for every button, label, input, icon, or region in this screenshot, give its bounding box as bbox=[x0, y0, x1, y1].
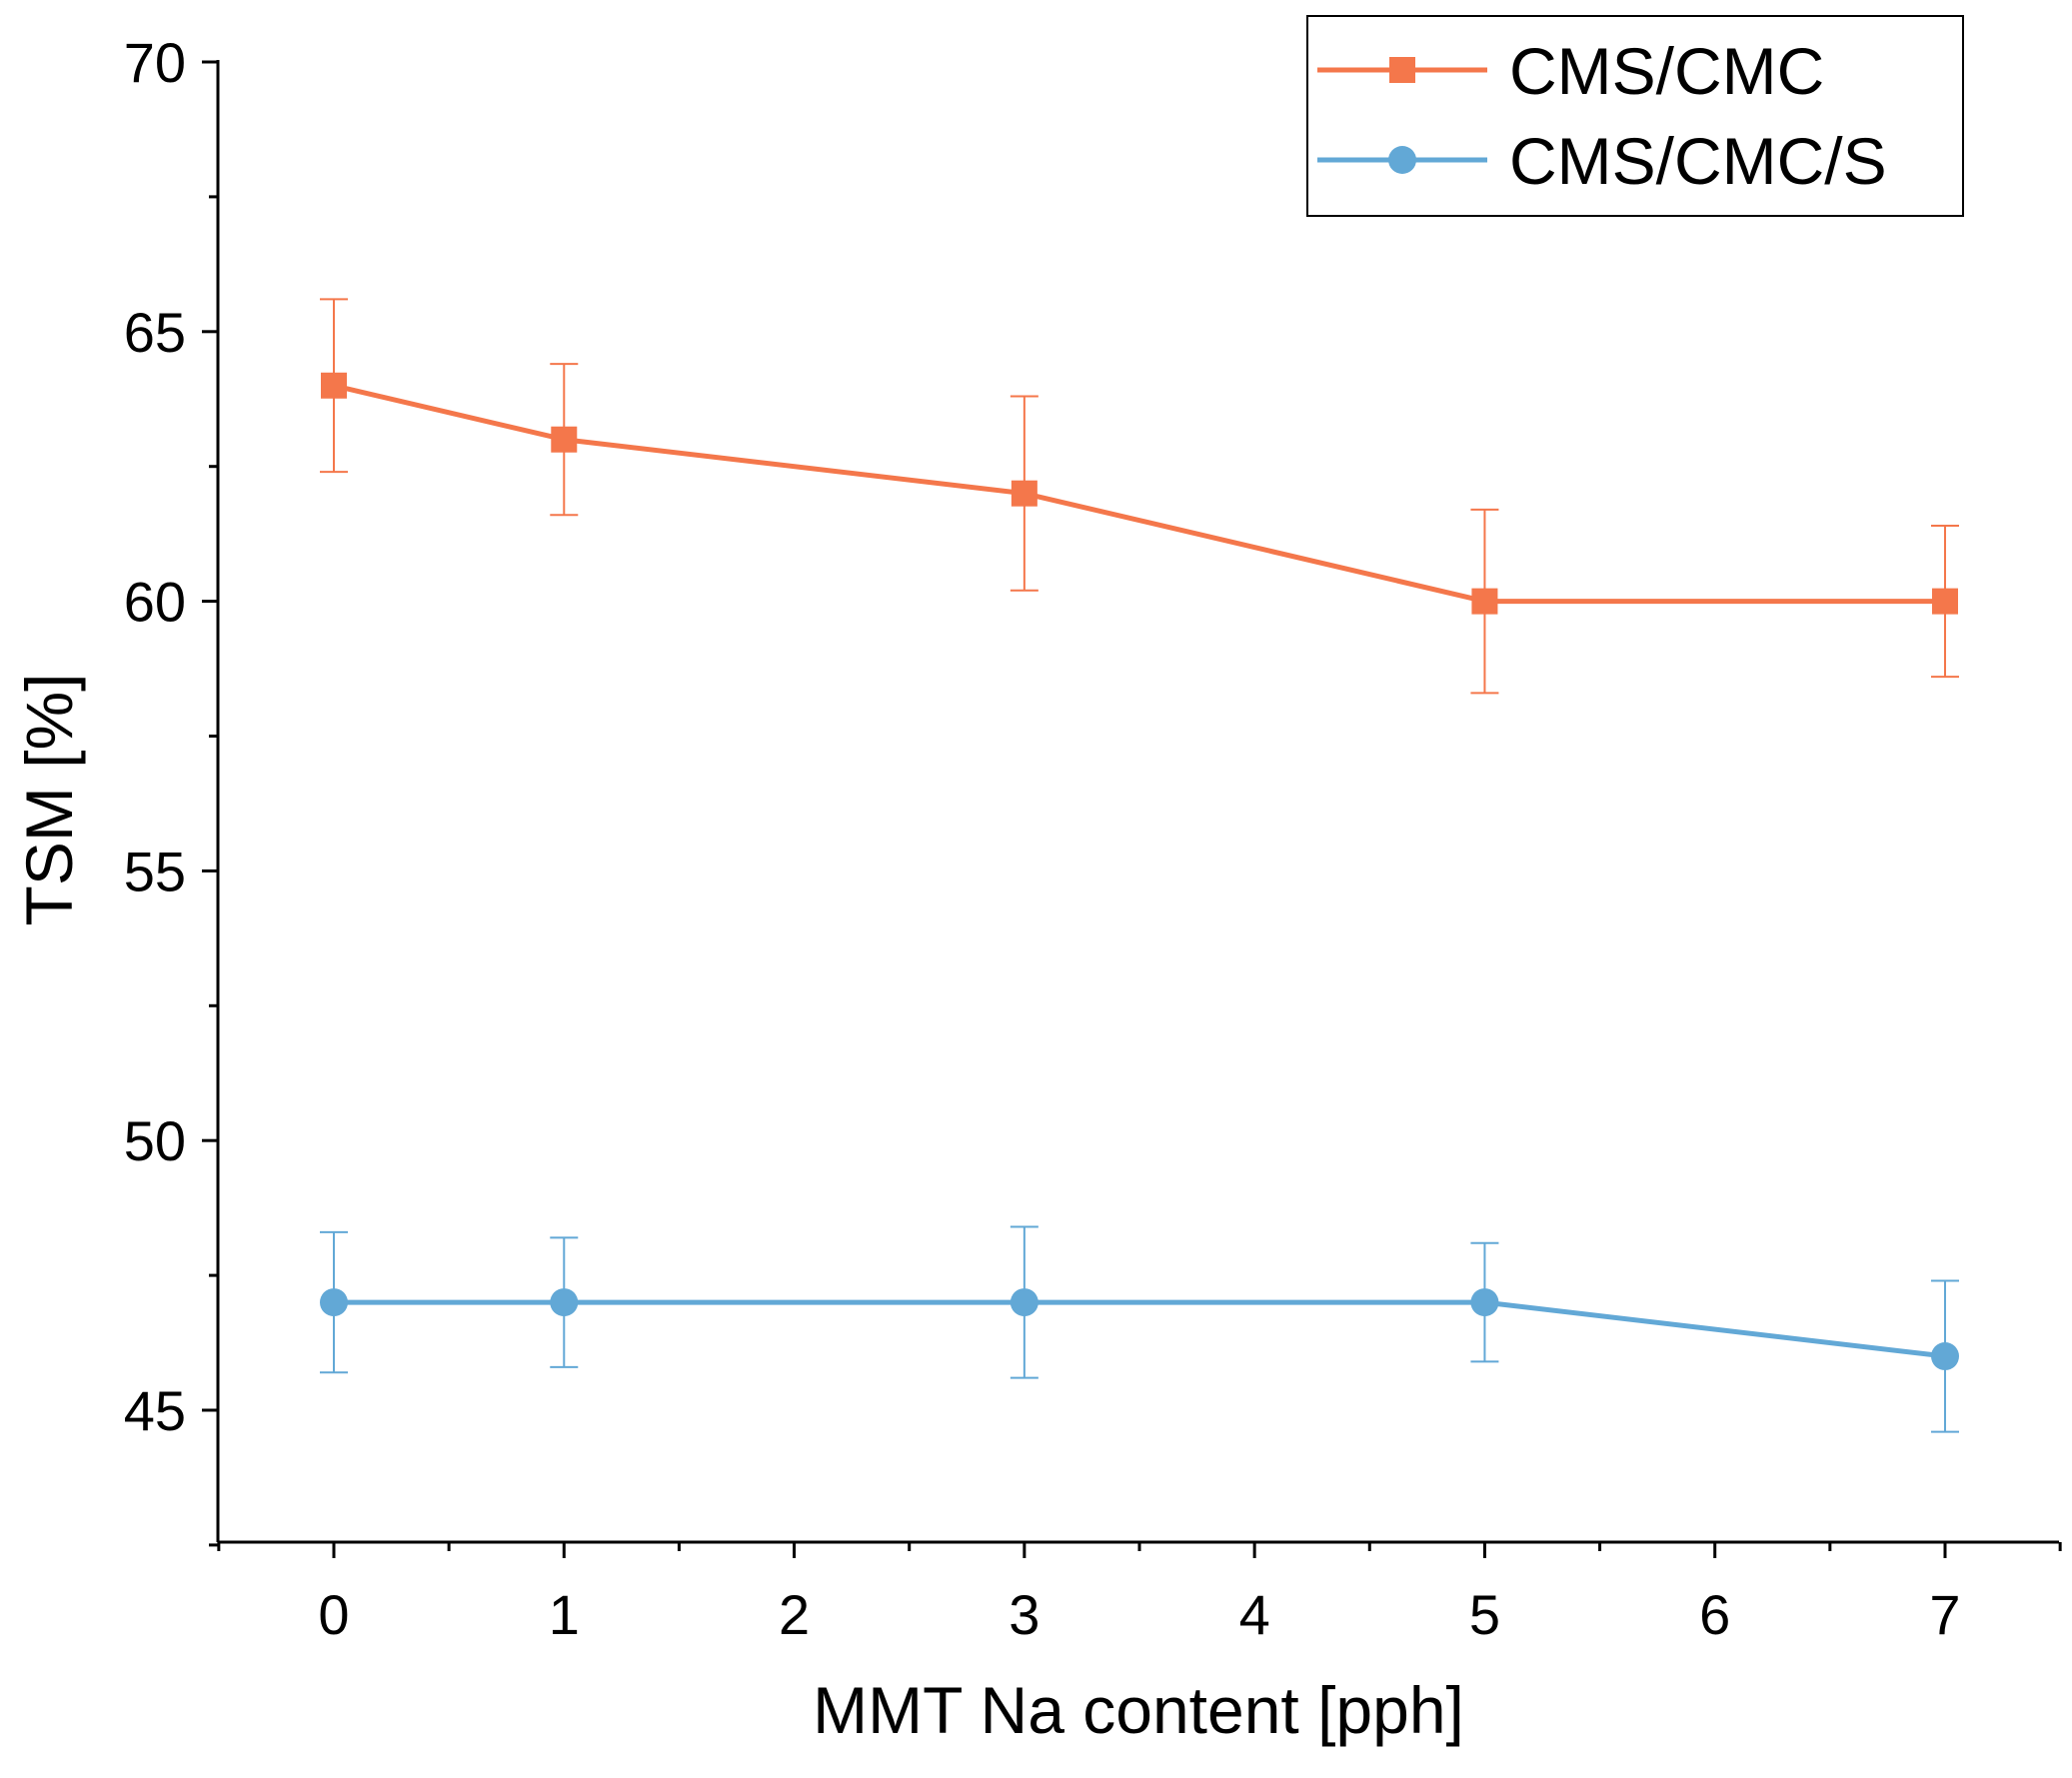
series-cms-cmc-s bbox=[320, 1225, 1959, 1433]
series-cms-cmc bbox=[320, 298, 1959, 695]
data-point bbox=[1471, 588, 1498, 615]
y-tick-label: 50 bbox=[124, 1109, 186, 1172]
y-tick-label: 55 bbox=[124, 840, 186, 902]
y-tick-label: 45 bbox=[124, 1379, 186, 1442]
series-line bbox=[334, 1299, 1946, 1359]
data-point bbox=[1011, 480, 1037, 507]
data-point bbox=[321, 372, 347, 399]
legend-swatch-marker bbox=[1388, 146, 1416, 174]
data-point bbox=[1932, 588, 1958, 615]
data-point bbox=[1470, 1288, 1499, 1317]
y-tick-label: 70 bbox=[124, 31, 186, 94]
legend-item: CMS/CMC bbox=[1317, 34, 1824, 108]
x-tick-label: 7 bbox=[1929, 1583, 1960, 1646]
x-axis-title: MMT Na content [pph] bbox=[813, 1673, 1464, 1747]
y-tick-label: 65 bbox=[124, 301, 186, 364]
x-tick-label: 4 bbox=[1239, 1583, 1270, 1646]
data-point bbox=[320, 1288, 348, 1317]
x-tick-label: 6 bbox=[1699, 1583, 1730, 1646]
axes bbox=[216, 60, 2059, 1544]
legend-item: CMS/CMC/S bbox=[1317, 124, 1887, 198]
x-tick-label: 3 bbox=[1009, 1583, 1039, 1646]
data-point bbox=[1010, 1288, 1038, 1317]
x-tick-label: 1 bbox=[549, 1583, 580, 1646]
legend: CMS/CMC CMS/CMC/S bbox=[1306, 15, 1964, 217]
x-tick-label: 5 bbox=[1469, 1583, 1500, 1646]
data-point bbox=[550, 1288, 579, 1317]
data-point bbox=[1931, 1342, 1959, 1371]
series bbox=[320, 298, 1959, 1433]
x-tick-label: 2 bbox=[779, 1583, 810, 1646]
data-point bbox=[551, 426, 578, 453]
x-tick-label: 0 bbox=[318, 1583, 349, 1646]
legend-box bbox=[1306, 15, 1964, 217]
y-tick-label: 60 bbox=[124, 571, 186, 634]
series-line bbox=[333, 383, 1945, 605]
y-axis-title: TSM [%] bbox=[12, 673, 86, 925]
legend-label: CMS/CMC/S bbox=[1509, 124, 1887, 198]
legend-label: CMS/CMC bbox=[1509, 34, 1824, 108]
legend-swatch-marker bbox=[1389, 57, 1415, 83]
